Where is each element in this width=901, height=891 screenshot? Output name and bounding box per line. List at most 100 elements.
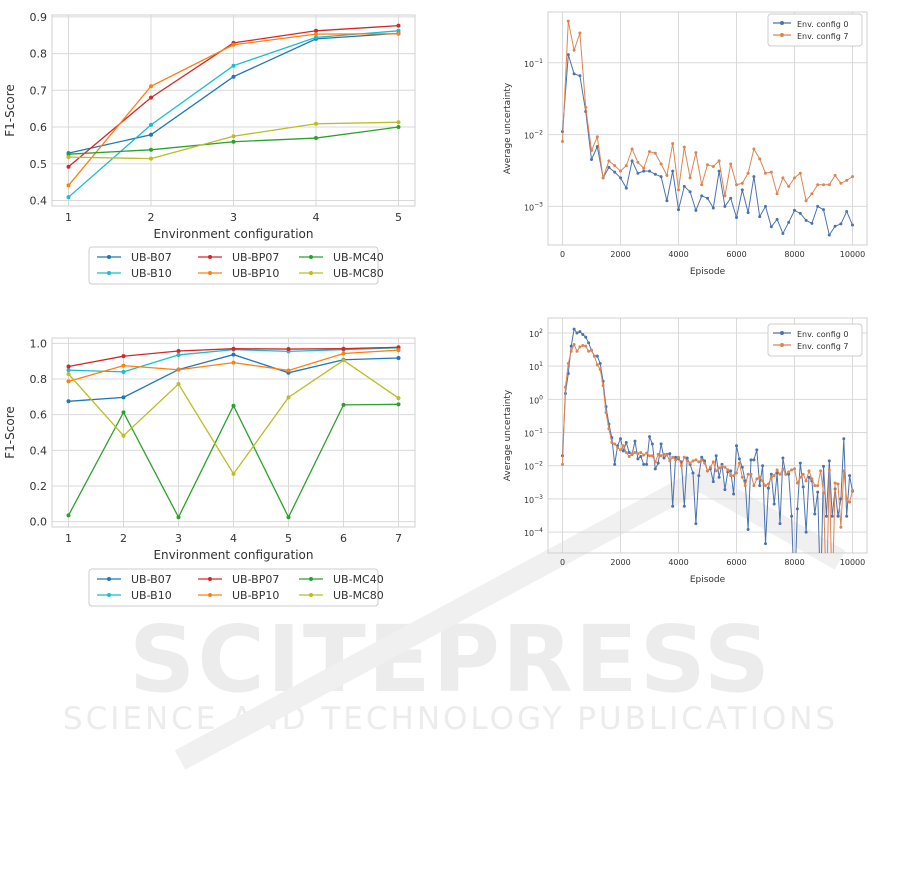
- data-point: [665, 453, 669, 457]
- watermark-logo-shape: [174, 467, 846, 770]
- data-point: [619, 437, 622, 441]
- series-area: [561, 327, 854, 553]
- data-point: [642, 169, 646, 173]
- tick-exponent: −1: [534, 58, 543, 65]
- legend-label: Env. config 7: [797, 342, 848, 351]
- y-axis-label: F1-Score: [3, 84, 17, 136]
- data-point: [752, 458, 756, 462]
- data-point: [740, 475, 744, 479]
- data-point: [66, 155, 71, 160]
- data-point: [836, 514, 840, 518]
- x-tick-label: 4: [313, 211, 320, 224]
- data-point: [636, 160, 640, 164]
- series-ub-mc40: [66, 402, 401, 520]
- data-point: [752, 147, 756, 151]
- data-point: [595, 354, 599, 358]
- y-tick-label: 100: [529, 394, 543, 405]
- data-point: [231, 403, 236, 408]
- data-point: [700, 183, 704, 187]
- data-point: [176, 382, 181, 387]
- data-point: [286, 368, 291, 373]
- data-point: [66, 152, 71, 157]
- legend-item: UB-B07: [97, 573, 172, 586]
- data-point: [607, 165, 611, 169]
- watermark-subtitle: SCIENCE AND TECHNOLOGY PUBLICATIONS: [62, 701, 839, 737]
- y-tick-label: 0.8: [30, 373, 48, 386]
- data-point: [121, 354, 126, 359]
- data-point: [781, 467, 785, 471]
- data-point: [732, 474, 736, 478]
- data-point: [396, 31, 401, 36]
- data-point: [677, 455, 680, 459]
- data-point: [778, 472, 782, 476]
- x-tick-label: 2000: [610, 558, 630, 567]
- legend-item: Env. config 7: [773, 342, 848, 351]
- data-point: [650, 454, 654, 458]
- data-point: [653, 172, 657, 176]
- data-point: [604, 411, 608, 415]
- data-point: [578, 330, 582, 334]
- x-tick-label: 0: [560, 558, 565, 567]
- data-point: [839, 497, 843, 501]
- x-tick-label: 6: [340, 532, 347, 545]
- data-point: [824, 514, 828, 518]
- data-point: [584, 105, 588, 109]
- tick-base: 10: [524, 203, 534, 212]
- data-point: [572, 72, 576, 76]
- plot-frame: [51, 337, 416, 528]
- legend-label: UB-B10: [131, 589, 172, 602]
- y-tick-label: 0.8: [30, 48, 48, 61]
- data-point: [685, 456, 689, 460]
- y-tick-label: 10−3: [524, 201, 543, 212]
- data-point: [314, 28, 318, 33]
- data-point: [795, 481, 799, 485]
- data-point: [607, 159, 611, 163]
- data-point: [822, 208, 825, 212]
- data-point: [396, 345, 401, 350]
- series-line: [562, 21, 853, 202]
- data-point: [778, 522, 782, 526]
- y-tick-label: 0.6: [30, 121, 48, 134]
- data-point: [729, 469, 733, 473]
- data-point: [396, 23, 401, 28]
- data-point: [566, 362, 570, 366]
- data-point: [813, 484, 817, 488]
- data-point: [793, 176, 796, 180]
- x-tick-label: 4000: [668, 558, 688, 567]
- data-point: [341, 351, 346, 356]
- legend-marker: [309, 271, 313, 275]
- data-point: [752, 484, 756, 488]
- chart-f1-5: 1 2 3 4 5 0.4 0.5 0.6 0.7 0.8 0.9 Environment confi…: [3, 11, 416, 285]
- data-point: [836, 482, 840, 486]
- data-point: [772, 474, 776, 478]
- series-ub-mc80: [66, 358, 401, 476]
- data-point: [807, 475, 811, 479]
- data-point: [775, 468, 779, 472]
- data-point: [735, 471, 738, 475]
- data-point: [636, 452, 640, 456]
- legend-label: UB-MC80: [333, 589, 384, 602]
- data-point: [679, 464, 683, 468]
- x-tick-label: 10000: [840, 250, 865, 259]
- legend-item: UB-MC40: [299, 573, 384, 586]
- data-point: [610, 440, 614, 444]
- data-point: [737, 457, 741, 461]
- data-point: [396, 355, 401, 360]
- data-point: [66, 164, 71, 169]
- tick-base: 10: [524, 496, 534, 505]
- data-point: [578, 31, 582, 35]
- y-tick-label: 10−1: [524, 58, 543, 69]
- data-point: [668, 459, 672, 463]
- data-point: [810, 221, 814, 225]
- legend-item: UB-B07: [97, 251, 172, 264]
- data-point: [671, 169, 675, 173]
- data-point: [743, 484, 747, 488]
- data-point: [636, 457, 640, 461]
- legend-label: UB-BP10: [232, 267, 279, 280]
- data-point: [598, 362, 602, 366]
- data-point: [624, 450, 628, 454]
- legend-marker: [309, 593, 313, 597]
- data-point: [633, 450, 637, 454]
- data-point: [790, 514, 794, 518]
- tick-exponent: −2: [534, 130, 543, 137]
